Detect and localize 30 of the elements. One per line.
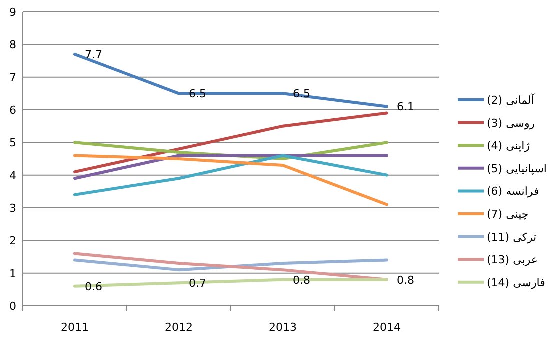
y-tick-label: 6 (10, 104, 16, 117)
y-tick-label: 9 (10, 6, 16, 19)
data-label: 0.8 (397, 274, 414, 287)
data-label: 6.5 (189, 88, 206, 101)
data-label: 7.7 (85, 48, 102, 62)
y-tick-label: 8 (10, 38, 16, 52)
legend-label: ترکی (11) (487, 230, 537, 244)
legend-label: ژاپنی (4) (487, 140, 530, 153)
data-label: 0.8 (293, 274, 310, 287)
x-tick-label: 2012 (165, 321, 193, 334)
legend-label: اسپانیایی (5) (487, 162, 547, 176)
y-tick-label: 1 (10, 267, 16, 280)
y-tick-label: 4 (10, 169, 16, 182)
x-tick-label: 2014 (373, 321, 401, 334)
data-label: 0.6 (85, 280, 102, 294)
data-label: 6.1 (397, 100, 414, 114)
x-tick-label: 2013 (269, 321, 297, 334)
y-tick-label: 0 (10, 300, 16, 313)
legend-label: آلمانی (2) (487, 93, 536, 107)
legend-label: روسی (3) (487, 116, 536, 130)
legend-label: فرانسه (6) (487, 185, 540, 198)
y-tick-label: 3 (10, 202, 16, 215)
y-tick-label: 2 (10, 234, 16, 248)
legend-label: فارسی (14) (487, 276, 546, 290)
x-tick-label: 2011 (61, 321, 89, 334)
legend-label: چینی (7) (487, 208, 529, 221)
data-label: 0.7 (189, 277, 206, 290)
legend-label: عربی (13) (487, 254, 538, 267)
y-tick-label: 5 (10, 136, 16, 150)
y-tick-label: 7 (10, 71, 16, 84)
